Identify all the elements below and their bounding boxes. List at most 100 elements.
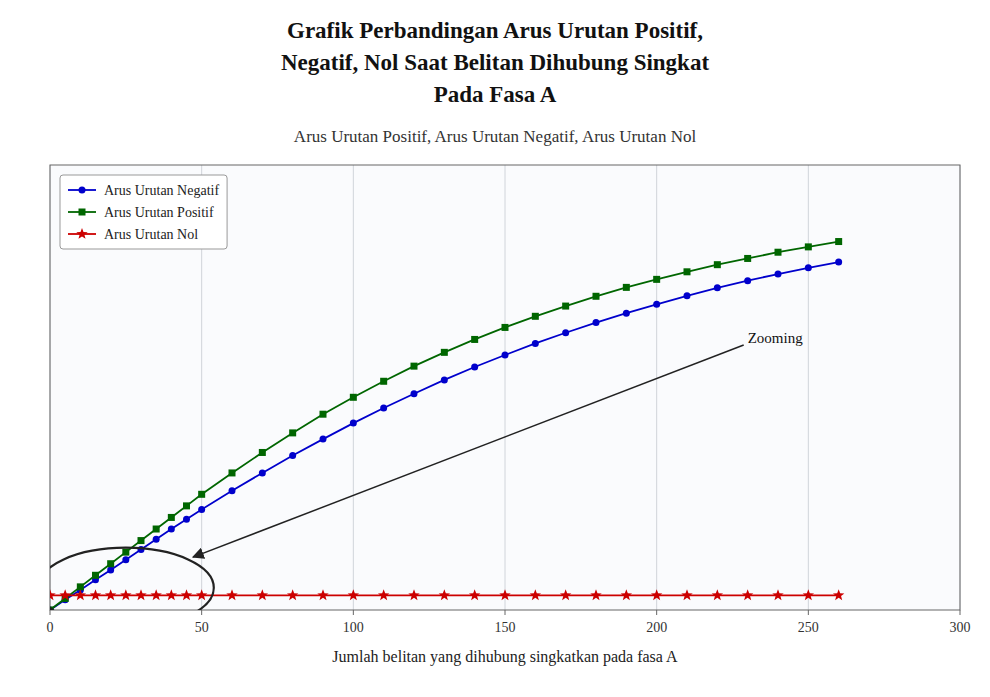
legend-item: Arus Urutan Nol (68, 227, 198, 242)
point (712, 589, 723, 600)
x-grid: 050100150200250300 (47, 165, 971, 635)
point (441, 349, 448, 356)
point (744, 277, 751, 284)
annotation: Zooming (748, 330, 803, 346)
point (562, 329, 569, 336)
point (530, 589, 541, 600)
tick-label: 50 (195, 620, 209, 635)
point (744, 255, 751, 262)
point (532, 340, 539, 347)
grid-line (505, 165, 506, 610)
grid-line (353, 165, 354, 610)
point (92, 572, 99, 579)
legend-label: Arus Urutan Positif (104, 205, 214, 220)
chart: Grafik Perbandingan Arus Urutan Positif,… (0, 0, 990, 697)
legend: Arus Urutan Negatif Arus Urutan Positif Ar… (60, 175, 227, 249)
point (742, 589, 753, 600)
point (196, 589, 207, 600)
legend-item: Arus Urutan Positif (68, 205, 214, 220)
point (77, 583, 84, 590)
tick-mark (808, 610, 809, 615)
tick-mark (201, 610, 202, 615)
plot-data (50, 238, 844, 610)
point (560, 589, 571, 600)
point (135, 589, 146, 600)
point (623, 310, 630, 317)
tick-label: 150 (495, 620, 516, 635)
point (714, 284, 721, 291)
legend-label: Arus Urutan Nol (104, 227, 198, 242)
point (653, 301, 660, 308)
point (835, 238, 842, 245)
point (50, 589, 56, 600)
point (805, 243, 812, 250)
point (380, 378, 387, 385)
point (198, 491, 205, 498)
point (138, 537, 145, 544)
point (803, 589, 814, 600)
tick-mark (656, 610, 657, 615)
point (380, 404, 387, 411)
title: Negatif, Nol Saat Belitan Dihubung Singk… (281, 50, 709, 75)
tick-mark (960, 610, 961, 615)
point (499, 589, 510, 600)
point (471, 364, 478, 371)
point (183, 516, 190, 523)
point (411, 363, 418, 370)
point (317, 589, 328, 600)
point (502, 352, 509, 359)
point (593, 293, 600, 300)
point (684, 292, 691, 299)
series (50, 238, 842, 610)
plot-frame (50, 165, 960, 610)
point (651, 589, 662, 600)
grid-line (656, 165, 657, 610)
legend-box (60, 175, 227, 249)
point (289, 452, 296, 459)
point (107, 560, 114, 567)
point (532, 313, 539, 320)
point (439, 589, 450, 600)
tick-label: 0 (47, 620, 54, 635)
point (229, 469, 236, 476)
point (289, 429, 296, 436)
point (805, 264, 812, 271)
point (350, 394, 357, 401)
point (378, 589, 389, 600)
point (153, 526, 160, 533)
point (469, 589, 480, 600)
point (105, 589, 116, 600)
point (835, 259, 842, 266)
series (50, 259, 842, 610)
point (621, 589, 632, 600)
point (348, 589, 359, 600)
legend-item: Arus Urutan Negatif (68, 183, 219, 198)
point (471, 336, 478, 343)
point (122, 556, 129, 563)
point (150, 589, 161, 600)
point (198, 506, 205, 513)
point (502, 324, 509, 331)
tick-label: 100 (343, 620, 364, 635)
point (259, 469, 266, 476)
point (833, 589, 844, 600)
point (320, 411, 327, 418)
point (168, 514, 175, 521)
point (122, 549, 129, 556)
series (50, 589, 844, 600)
point (168, 526, 175, 533)
point (593, 319, 600, 326)
highlight-ellipse (50, 548, 214, 610)
point (107, 566, 114, 573)
point (441, 376, 448, 383)
annotation-arrow (193, 345, 744, 557)
point (257, 589, 268, 600)
subtitle: Arus Urutan Positif, Arus Urutan Negatif… (294, 127, 697, 146)
point (259, 449, 266, 456)
tick-mark (505, 610, 506, 615)
point (411, 390, 418, 397)
tick-label: 200 (646, 620, 667, 635)
point (684, 268, 691, 275)
tick-mark (50, 610, 51, 615)
tick-label: 300 (950, 620, 971, 635)
